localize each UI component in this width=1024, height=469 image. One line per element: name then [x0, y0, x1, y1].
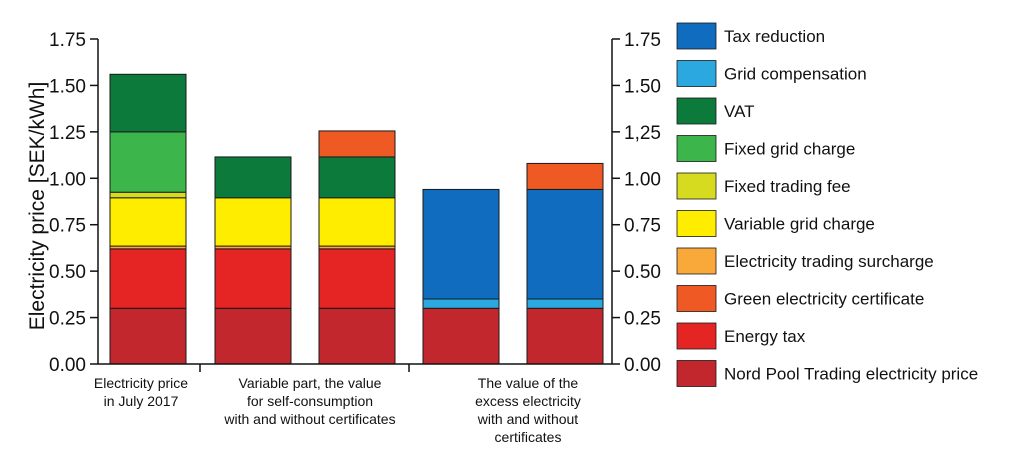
category-label-line: with and without	[477, 411, 579, 427]
bar-segment-vat	[214, 156, 292, 199]
y-tick-label-right: 1.00	[624, 169, 661, 190]
legend-label: Variable grid charge	[724, 215, 875, 234]
legend-item-electricity-trading-surcharge: Electricity trading surcharge	[676, 247, 934, 275]
bar-segment-vat	[318, 156, 396, 199]
legend-label: Grid compensation	[724, 65, 867, 84]
bar-segment-fixed-grid-charge	[109, 131, 187, 193]
bar-segment-fixed-trading-fee	[109, 191, 187, 199]
bar-segment-grid-compensation	[422, 298, 500, 309]
y-tick-label-right: 0.00	[624, 355, 661, 376]
plot-area	[109, 73, 604, 365]
bar-segment-variable-grid-charge	[109, 197, 187, 247]
category-label: The value of the excess electricity with a…	[475, 375, 581, 445]
category-label: Electricity price in July 2017	[94, 375, 188, 409]
bar-3	[318, 130, 396, 365]
legend-item-green-electricity-certificate: Green electricity certificate	[676, 285, 924, 312]
legend-item-energy-tax: Energy tax	[676, 322, 806, 350]
legend-swatch	[676, 97, 717, 125]
legend-swatch	[676, 322, 717, 350]
bar-segment-green-electricity-certificate	[318, 130, 396, 158]
legend-swatch	[676, 172, 717, 200]
bar-2	[214, 156, 292, 365]
y-tick-label-right: 1.75	[624, 30, 661, 51]
bar-segment-tax-reduction	[526, 188, 604, 300]
legend-label: VAT	[724, 102, 755, 121]
category-label-line: The value of the	[478, 375, 579, 391]
y-tick-label-left: 1.75	[49, 30, 86, 51]
legend-label: Nord Pool Trading electricity price	[724, 365, 978, 384]
axes: 0.00 0.25 0.50 0.75 1.00 1.25 1.50 1.75 0.00 0.25…	[49, 30, 661, 376]
y-tick-label-left: 1.25	[49, 123, 86, 144]
y-axis-label: Electricity price [SEK/kWh]	[26, 82, 49, 331]
legend-item-nord-pool-trading-electricity-price: Nord Pool Trading electricity price	[676, 360, 978, 387]
legend-swatch	[676, 135, 717, 162]
category-label-line: for self-consumption	[247, 393, 373, 409]
y-tick-label-right: 0.25	[624, 309, 661, 330]
bar-segment-energy-tax	[318, 248, 396, 309]
category-label-line: with and without certificates	[223, 411, 395, 427]
bar-segment-nord-pool-trading-electricity-price	[214, 307, 292, 365]
bar-1	[109, 73, 187, 365]
legend-swatch	[676, 247, 717, 275]
legend-item-vat: VAT	[676, 97, 755, 125]
legend-label: Electricity trading surcharge	[724, 252, 934, 271]
legend-label: Fixed grid charge	[724, 140, 855, 159]
y-tick-label-left: 0.00	[49, 355, 86, 376]
bar-5	[526, 162, 604, 365]
legend-swatch	[676, 210, 717, 237]
legend-swatch	[676, 285, 717, 312]
bar-segment-vat	[109, 73, 187, 133]
bar-segment-tax-reduction	[422, 188, 500, 300]
bar-segment-green-electricity-certificate	[526, 162, 604, 190]
y-tick-label-left: 1.00	[49, 169, 86, 190]
y-tick-label-left: 0.25	[49, 309, 86, 330]
y-tick-label-right: 0.75	[624, 216, 661, 237]
legend-label: Energy tax	[724, 327, 806, 346]
legend-swatch	[676, 360, 717, 387]
y-tick-label-right: 0.50	[624, 262, 661, 283]
legend: Tax reduction Grid compensation VAT Fixed g…	[676, 22, 978, 387]
category-label-line: in July 2017	[104, 393, 179, 409]
legend-swatch	[676, 60, 717, 87]
category-labels: Electricity price in July 2017 Variable pa…	[94, 375, 581, 445]
legend-label: Green electricity certificate	[724, 290, 924, 309]
bar-segment-nord-pool-trading-electricity-price	[526, 307, 604, 365]
y-tick-label-left: 0.75	[49, 216, 86, 237]
legend-item-fixed-trading-fee: Fixed trading fee	[676, 172, 851, 200]
y-tick-label-left: 0.50	[49, 262, 86, 283]
bar-segment-nord-pool-trading-electricity-price	[109, 307, 187, 365]
legend-item-grid-compensation: Grid compensation	[676, 60, 867, 87]
legend-label: Fixed trading fee	[724, 177, 851, 196]
bar-segment-nord-pool-trading-electricity-price	[422, 307, 500, 365]
y-tick-label-right: 1.50	[624, 76, 661, 97]
bar-segment-grid-compensation	[526, 298, 604, 309]
bar-4	[422, 188, 500, 365]
bar-segment-nord-pool-trading-electricity-price	[318, 307, 396, 365]
bar-segment-energy-tax	[214, 248, 292, 309]
bar-segment-energy-tax	[109, 248, 187, 309]
category-label-line: Variable part, the value	[239, 375, 382, 391]
y-tick-label-left: 1.50	[49, 76, 86, 97]
bar-segment-variable-grid-charge	[318, 197, 396, 247]
bar-segment-variable-grid-charge	[214, 197, 292, 247]
category-label-line: excess electricity	[475, 393, 581, 409]
y-tick-label-right: 1,25	[624, 123, 661, 144]
legend-item-tax-reduction: Tax reduction	[676, 22, 825, 50]
legend-swatch	[676, 22, 717, 50]
category-label-line: certificates	[495, 429, 562, 445]
category-label-line: Electricity price	[94, 375, 188, 391]
legend-label: Tax reduction	[724, 27, 825, 46]
category-label: Variable part, the value for self-consump…	[223, 375, 395, 427]
legend-item-fixed-grid-charge: Fixed grid charge	[676, 135, 855, 162]
legend-item-variable-grid-charge: Variable grid charge	[676, 210, 875, 237]
